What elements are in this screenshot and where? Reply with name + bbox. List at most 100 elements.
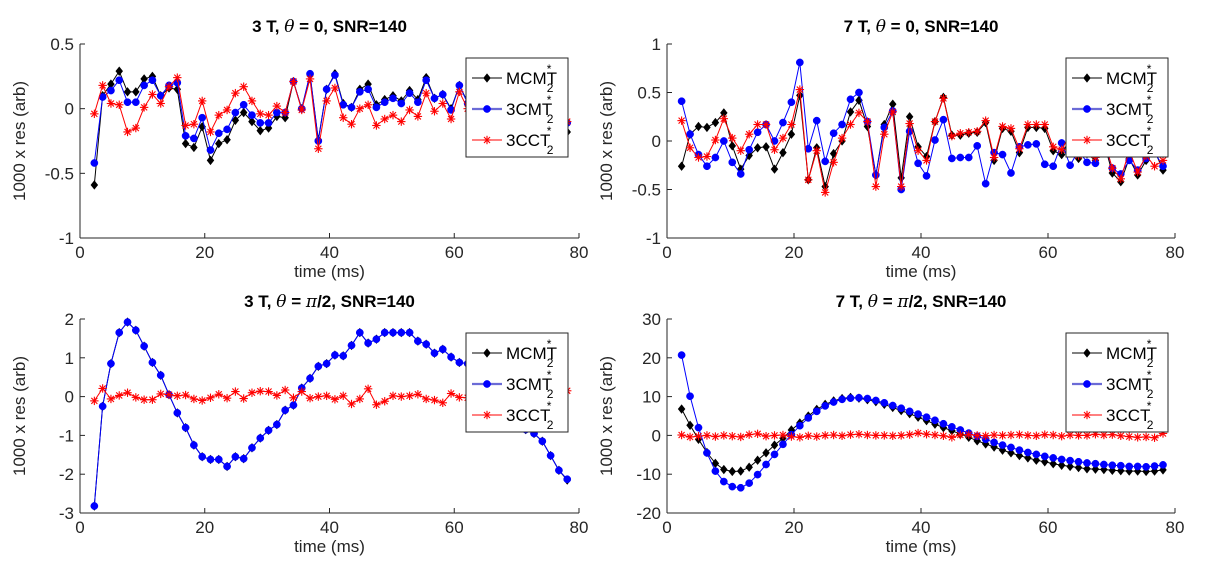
legend-label-superscript: * xyxy=(547,368,552,382)
data-point xyxy=(1159,461,1167,469)
data-point xyxy=(838,395,846,404)
data-point xyxy=(745,479,754,487)
data-point xyxy=(838,120,846,129)
data-point xyxy=(305,74,315,84)
data-point xyxy=(405,105,414,115)
legend-label-superscript: * xyxy=(1147,399,1152,413)
data-point xyxy=(872,396,880,405)
data-point xyxy=(90,109,99,119)
legend-label-superscript: * xyxy=(1147,337,1152,351)
data-point xyxy=(156,99,165,108)
data-point xyxy=(322,359,331,368)
data-point xyxy=(148,395,157,404)
data-point xyxy=(106,394,116,404)
data-point xyxy=(972,431,982,440)
x-tick-label: 60 xyxy=(445,518,464,537)
data-point xyxy=(430,94,439,103)
x-tick-label: 60 xyxy=(1039,518,1058,537)
y-tick-label: 0 xyxy=(652,132,661,151)
data-point xyxy=(736,466,745,476)
data-point xyxy=(779,147,787,158)
data-point xyxy=(430,395,439,405)
data-point xyxy=(1074,462,1083,473)
subplot-4: 7 T, θ = π/2, SNR=140 0 20 40 60 80 -20 -10 0 10 2… xyxy=(597,292,1184,556)
y-tick-label: -0.5 xyxy=(632,181,661,200)
data-point xyxy=(719,114,729,123)
legend-marker-icon xyxy=(1083,380,1091,388)
data-point xyxy=(787,432,796,441)
legend-marker-icon xyxy=(482,135,492,145)
data-point xyxy=(1116,174,1125,184)
data-point xyxy=(273,420,281,429)
data-point xyxy=(922,172,931,180)
data-point xyxy=(389,94,397,103)
subplot-2: 7 T, θ = 0, SNR=140 0 20 40 60 80 -1 -0.5 0 0.5 1 t… xyxy=(597,17,1184,281)
y-tick-label: -1 xyxy=(59,229,74,248)
data-point xyxy=(787,120,796,129)
data-point xyxy=(820,431,830,440)
data-point xyxy=(770,145,779,154)
data-point xyxy=(1057,431,1066,441)
data-point xyxy=(812,116,821,125)
data-point xyxy=(215,138,223,149)
data-point xyxy=(745,462,753,472)
data-point xyxy=(115,76,124,85)
x-tick-label: 20 xyxy=(785,243,804,262)
data-point xyxy=(388,391,398,401)
data-point xyxy=(422,340,431,349)
legend-label-subscript: 2 xyxy=(1147,143,1154,157)
data-point xyxy=(1125,462,1134,471)
data-point xyxy=(913,428,923,438)
data-point xyxy=(795,58,804,67)
data-point xyxy=(719,431,729,440)
data-point xyxy=(956,153,965,162)
data-point xyxy=(880,398,889,407)
data-point xyxy=(181,390,190,400)
data-point xyxy=(231,387,240,396)
data-point xyxy=(812,432,821,441)
data-point xyxy=(1032,120,1041,129)
data-point xyxy=(981,431,990,440)
data-point xyxy=(131,123,141,133)
data-point xyxy=(753,128,762,137)
legend-label-subscript: 2 xyxy=(1147,81,1154,95)
data-point xyxy=(694,121,703,132)
data-point xyxy=(922,156,931,165)
data-point xyxy=(397,328,406,337)
legend-label: MCMT xyxy=(1106,344,1157,363)
data-point xyxy=(956,129,965,138)
data-point xyxy=(947,131,957,141)
legend-label-superscript: * xyxy=(547,399,552,413)
y-axis-label: 1000 x res (arb) xyxy=(597,81,616,201)
data-point xyxy=(677,430,686,440)
data-point xyxy=(256,109,265,119)
data-point xyxy=(981,116,990,125)
data-point xyxy=(314,137,323,145)
data-point xyxy=(563,475,572,484)
legend-label: MCMT xyxy=(506,344,557,363)
data-point xyxy=(998,122,1007,131)
data-point xyxy=(1057,149,1066,160)
data-point xyxy=(728,141,737,151)
data-point xyxy=(703,449,711,457)
data-point xyxy=(880,431,889,440)
data-point xyxy=(223,462,231,471)
data-point xyxy=(888,431,897,440)
y-tick-label: -1 xyxy=(59,426,74,445)
data-point xyxy=(189,119,199,129)
data-point xyxy=(998,441,1007,449)
data-point xyxy=(132,87,140,97)
data-point xyxy=(372,103,381,112)
data-point xyxy=(90,396,99,406)
data-point xyxy=(914,410,922,418)
x-tick-label: 80 xyxy=(570,518,589,537)
data-point xyxy=(1015,430,1024,439)
data-point xyxy=(339,113,348,122)
subplot-title: 3 T, θ = 0, SNR=140 xyxy=(252,17,407,37)
data-point xyxy=(347,103,356,112)
data-point xyxy=(728,482,737,491)
data-point xyxy=(1024,448,1032,457)
data-point xyxy=(1032,140,1041,148)
data-point xyxy=(829,430,838,440)
data-point xyxy=(694,423,703,432)
